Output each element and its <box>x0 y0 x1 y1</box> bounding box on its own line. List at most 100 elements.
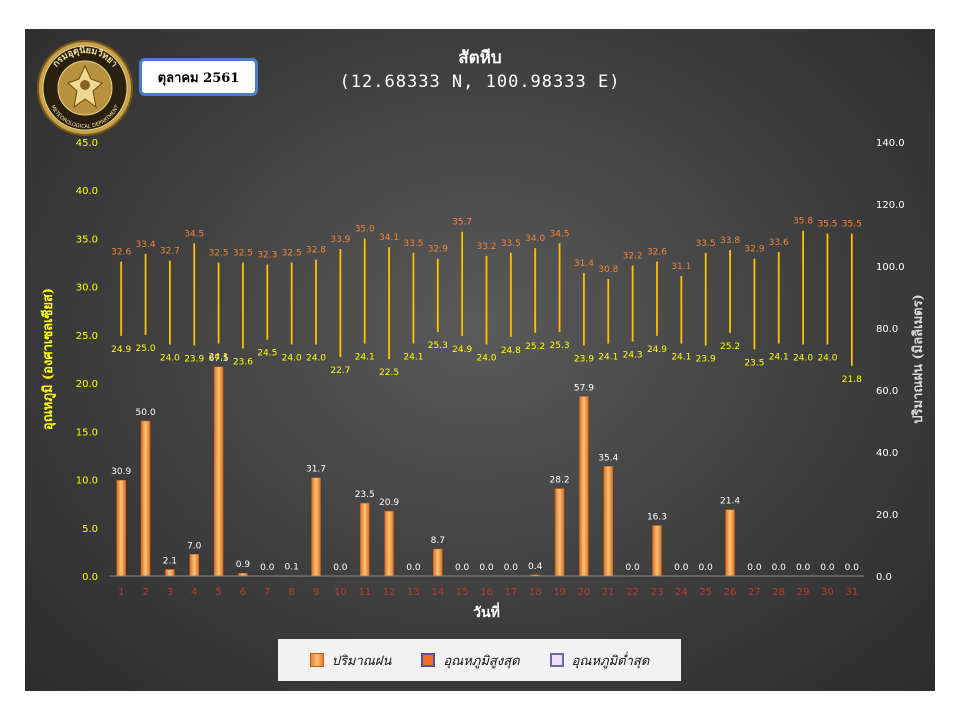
rain-value-label: 0.0 <box>455 563 470 573</box>
tmax-value-label: 32.7 <box>160 247 180 257</box>
x-tick-label: 19 <box>553 587 566 598</box>
y-left-tick-label: 10.0 <box>76 476 98 487</box>
tmax-value-label: 32.8 <box>306 246 326 256</box>
tmax-value-label: 32.9 <box>428 245 448 255</box>
legend-item-rain: ปริมาณฝน <box>309 650 392 671</box>
tmin-value-label: 24.0 <box>282 354 302 364</box>
month-label-box: ตุลาคม 2561 <box>139 58 258 96</box>
y-right-tick-label: 60.0 <box>876 386 898 397</box>
month-label: ตุลาคม 2561 <box>157 70 240 86</box>
y-left-tick-label: 30.0 <box>76 283 98 294</box>
rain-value-label: 67.5 <box>209 354 229 364</box>
tmax-value-label: 35.8 <box>793 217 813 227</box>
rain-bars <box>116 366 735 577</box>
rain-value-label: 0.0 <box>406 563 421 573</box>
rain-bar <box>652 525 662 577</box>
y-right-tick-label: 0.0 <box>876 572 892 583</box>
rain-value-label: 35.4 <box>598 453 618 463</box>
rain-value-label: 0.0 <box>625 563 640 573</box>
tmin-value-label: 21.8 <box>842 375 862 385</box>
tmax-value-label: 33.8 <box>720 236 740 246</box>
tmin-value-label: 24.1 <box>403 353 423 363</box>
legend-swatch-rain <box>309 653 324 667</box>
x-tick-label: 25 <box>699 587 712 598</box>
tmin-value-label: 24.0 <box>306 354 326 364</box>
tmax-value-label: 32.9 <box>744 245 764 255</box>
tmax-value-label: 33.5 <box>696 239 716 249</box>
tmin-value-label: 25.3 <box>550 341 570 351</box>
tmin-value-label: 24.9 <box>452 345 472 355</box>
rain-value-label: 0.9 <box>236 560 251 570</box>
x-tick-label: 30 <box>821 587 834 598</box>
legend-label-tmax: อุณหภูมิสูงสุด <box>443 653 520 669</box>
x-tick-label: 7 <box>264 587 270 598</box>
rain-value-label: 57.9 <box>574 384 594 394</box>
tmax-value-label: 33.5 <box>403 239 423 249</box>
chart-title: สัตหีบ <box>458 48 502 68</box>
y-left-tick-label: 45.0 <box>76 138 98 149</box>
y-right-axis-label: ปริมาณฝน (มิลลิเมตร) <box>911 294 926 423</box>
rain-value-label: 0.0 <box>699 563 714 573</box>
x-tick-label: 4 <box>191 587 197 598</box>
rain-bar <box>311 477 321 577</box>
x-tick-label: 8 <box>288 587 294 598</box>
y-right-tick-label: 120.0 <box>876 200 905 211</box>
rain-value-label: 20.9 <box>379 498 399 508</box>
legend-item-tmax: อุณหภูมิสูงสุด <box>421 650 520 671</box>
x-axis-label: วันที่ <box>473 602 500 621</box>
rain-value-label: 28.2 <box>550 476 570 486</box>
tmin-value-label: 24.0 <box>476 354 496 364</box>
rain-value-label: 0.4 <box>528 562 543 572</box>
rain-value-label: 30.9 <box>111 467 131 477</box>
rain-bar <box>116 479 126 577</box>
rain-bar <box>165 569 175 577</box>
x-tick-label: 6 <box>240 587 246 598</box>
rain-value-label: 8.7 <box>431 536 445 546</box>
rain-value-label: 0.0 <box>260 563 275 573</box>
tmax-value-label: 35.0 <box>355 224 375 234</box>
tmin-value-label: 25.2 <box>720 342 740 352</box>
rain-value-label: 0.1 <box>284 563 298 573</box>
x-tick-label: 14 <box>431 587 444 598</box>
legend-swatch-tmin <box>549 653 564 667</box>
rain-value-label: 0.0 <box>772 563 787 573</box>
tmax-value-label: 32.6 <box>111 248 131 258</box>
y-right-tick-label: 80.0 <box>876 324 898 335</box>
legend-label-rain: ปริมาณฝน <box>331 653 392 669</box>
y-left-tick-label: 0.0 <box>82 572 98 583</box>
tmax-value-label: 33.4 <box>136 240 156 250</box>
tmax-value-label: 35.7 <box>452 218 472 228</box>
tmax-value-label: 32.3 <box>257 250 277 260</box>
legend-swatch-tmax <box>421 653 436 667</box>
tmin-value-label: 24.1 <box>355 353 375 363</box>
tmin-value-label: 24.0 <box>160 354 180 364</box>
rain-value-label: 31.7 <box>306 465 326 475</box>
x-tick-label: 28 <box>772 587 785 598</box>
y-right-tick-label: 20.0 <box>876 510 898 521</box>
rain-value-label: 16.3 <box>647 512 667 522</box>
legend-item-tmin: อุณหภูมิต่ำสุด <box>549 650 650 671</box>
x-tick-label: 20 <box>578 587 591 598</box>
rain-bar <box>213 366 224 577</box>
x-tick-label: 21 <box>602 587 615 598</box>
rain-value-label: 21.4 <box>720 497 740 507</box>
tmin-value-label: 25.0 <box>136 344 156 354</box>
x-tick-label: 18 <box>529 587 542 598</box>
rain-value-label: 50.0 <box>136 408 156 418</box>
x-tick-label: 12 <box>383 587 396 598</box>
x-tick-label: 5 <box>215 587 221 598</box>
legend-label-tmin: อุณหภูมิต่ำสุด <box>571 653 650 669</box>
rain-bar <box>603 466 614 577</box>
rain-bar <box>384 510 394 577</box>
y-left-tick-label: 5.0 <box>82 524 98 535</box>
tmax-value-label: 32.5 <box>233 249 253 259</box>
x-tick-label: 22 <box>626 587 639 598</box>
x-tick-label: 31 <box>845 587 858 598</box>
tmin-value-label: 23.5 <box>744 358 764 368</box>
x-tick-label: 10 <box>334 587 347 598</box>
data-labels: 30.9 50.0 2.1 7.0 67.5 0.9 0.0 0.1 31.7 0.0 23.5 20… <box>111 217 862 573</box>
y-left-tick-label: 20.0 <box>76 379 98 390</box>
tmin-value-label: 23.9 <box>184 354 204 364</box>
temp-range-lines <box>120 230 853 366</box>
tmin-value-label: 24.1 <box>209 353 229 363</box>
